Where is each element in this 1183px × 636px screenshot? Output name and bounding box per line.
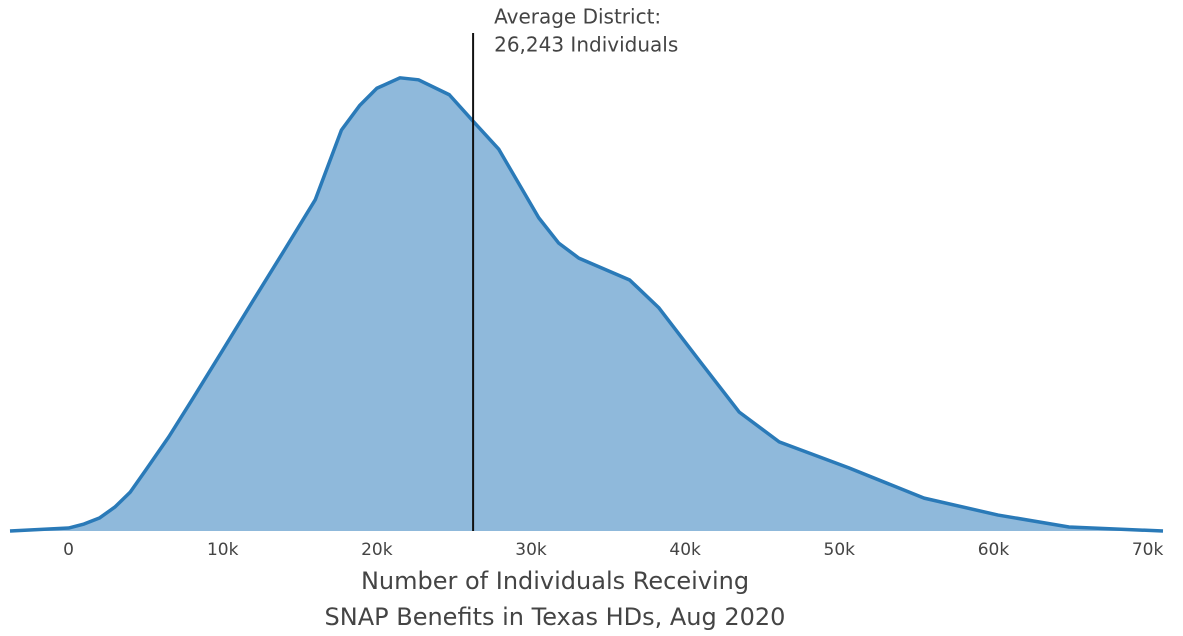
x-tick-label: 40k xyxy=(669,540,701,560)
x-tick-label: 30k xyxy=(515,540,547,560)
x-tick-label: 60k xyxy=(978,540,1010,560)
x-tick-label: 70k xyxy=(1132,540,1164,560)
annotation: 26,243 Individuals xyxy=(494,33,678,57)
x-axis-label: SNAP Benefits in Texas HDs, Aug 2020 xyxy=(325,603,786,631)
x-tick-label: 10k xyxy=(207,540,239,560)
x-axis-label: Number of Individuals Receiving xyxy=(361,567,749,595)
annotation: Average District: xyxy=(494,5,661,29)
x-tick-label: 50k xyxy=(824,540,856,560)
x-tick-label: 20k xyxy=(361,540,393,560)
area xyxy=(10,77,1163,531)
density-line xyxy=(9,76,1164,533)
x-tick-label: 0 xyxy=(63,540,74,560)
